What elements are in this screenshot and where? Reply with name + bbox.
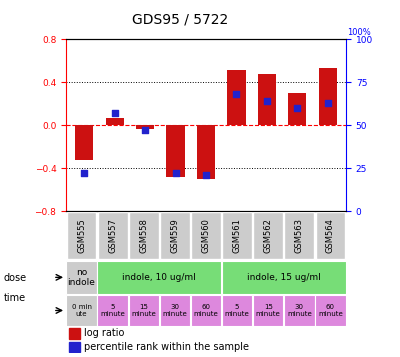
Text: 5
minute: 5 minute <box>100 304 125 317</box>
FancyBboxPatch shape <box>129 212 159 259</box>
FancyBboxPatch shape <box>191 295 221 326</box>
Text: time: time <box>4 293 26 303</box>
FancyBboxPatch shape <box>222 261 346 294</box>
FancyBboxPatch shape <box>284 295 314 326</box>
Text: 5
minute: 5 minute <box>225 304 250 317</box>
Point <box>203 172 209 178</box>
FancyBboxPatch shape <box>98 261 221 294</box>
Text: indole, 10 ug/ml: indole, 10 ug/ml <box>122 273 196 282</box>
FancyBboxPatch shape <box>66 261 97 294</box>
Text: GSM555: GSM555 <box>77 218 86 253</box>
Bar <box>288 93 306 125</box>
Text: indole, 15 ug/ml: indole, 15 ug/ml <box>247 273 321 282</box>
Bar <box>69 342 80 352</box>
Text: GSM564: GSM564 <box>326 218 335 253</box>
Text: GSM559: GSM559 <box>170 218 179 253</box>
Text: 15
minute: 15 minute <box>256 304 280 317</box>
Text: percentile rank within the sample: percentile rank within the sample <box>84 342 249 352</box>
FancyBboxPatch shape <box>315 295 346 326</box>
Bar <box>136 125 154 130</box>
Point <box>142 127 148 133</box>
Text: GSM557: GSM557 <box>108 218 117 253</box>
FancyBboxPatch shape <box>98 295 128 326</box>
Bar <box>75 125 93 160</box>
Text: 15
minute: 15 minute <box>132 304 156 317</box>
FancyBboxPatch shape <box>191 212 221 259</box>
FancyBboxPatch shape <box>222 295 252 326</box>
Text: 60
minute: 60 minute <box>318 304 343 317</box>
Text: GSM561: GSM561 <box>233 218 242 253</box>
Bar <box>197 125 215 179</box>
Bar <box>69 328 80 338</box>
Text: no
indole: no indole <box>68 268 96 287</box>
Point <box>81 170 88 176</box>
FancyBboxPatch shape <box>253 212 283 259</box>
Text: dose: dose <box>4 273 27 283</box>
Bar <box>258 74 276 125</box>
FancyBboxPatch shape <box>98 212 128 259</box>
Point <box>112 110 118 116</box>
Point <box>233 91 240 97</box>
Text: GDS95 / 5722: GDS95 / 5722 <box>132 12 228 26</box>
FancyBboxPatch shape <box>253 295 284 326</box>
Text: 0 min
ute: 0 min ute <box>72 304 92 317</box>
Text: GSM558: GSM558 <box>139 218 148 253</box>
Text: GSM562: GSM562 <box>264 218 273 253</box>
FancyBboxPatch shape <box>160 295 190 326</box>
Bar <box>319 68 337 125</box>
Text: 30
minute: 30 minute <box>162 304 187 317</box>
Text: 100%: 100% <box>347 29 370 37</box>
Text: GSM563: GSM563 <box>295 218 304 253</box>
FancyBboxPatch shape <box>316 212 345 259</box>
FancyBboxPatch shape <box>222 212 252 259</box>
Point <box>324 100 331 106</box>
Point <box>294 105 300 111</box>
Text: 60
minute: 60 minute <box>194 304 218 317</box>
Bar <box>166 125 185 177</box>
FancyBboxPatch shape <box>67 212 96 259</box>
Text: log ratio: log ratio <box>84 328 124 338</box>
Point <box>264 98 270 104</box>
Bar <box>106 118 124 125</box>
Point <box>172 170 179 176</box>
Bar <box>227 70 246 125</box>
FancyBboxPatch shape <box>66 295 97 326</box>
FancyBboxPatch shape <box>128 295 159 326</box>
Text: GSM560: GSM560 <box>202 218 210 253</box>
FancyBboxPatch shape <box>284 212 314 259</box>
FancyBboxPatch shape <box>160 212 190 259</box>
Text: 30
minute: 30 minute <box>287 304 312 317</box>
